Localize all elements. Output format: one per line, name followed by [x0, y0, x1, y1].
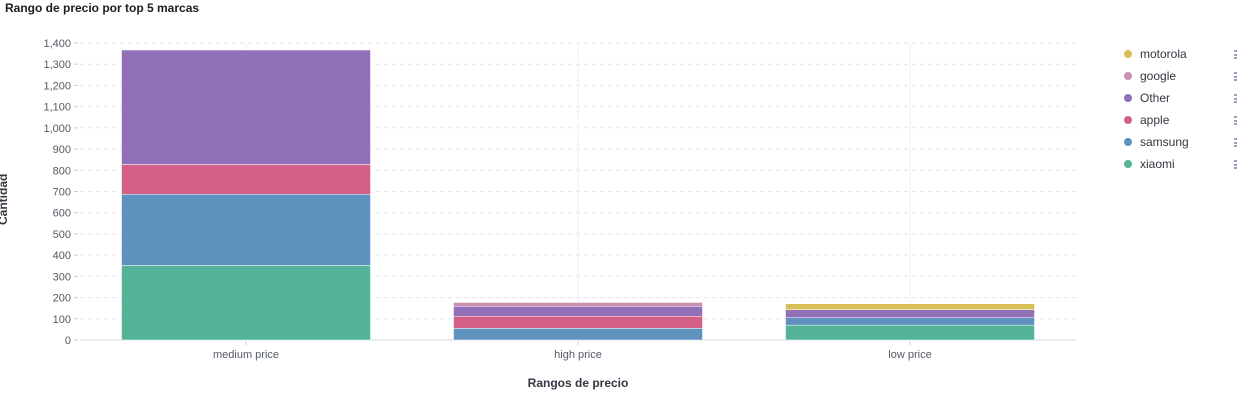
legend-options-icon[interactable]: [1234, 94, 1237, 103]
legend-label: xiaomi: [1140, 157, 1175, 171]
bar-segment-samsung[interactable]: [121, 194, 371, 266]
y-tick-label: 700: [53, 187, 71, 199]
legend-options-icon[interactable]: [1234, 116, 1237, 125]
y-tick-label: 900: [53, 144, 71, 156]
legend-options-icon[interactable]: [1234, 160, 1237, 169]
bar-segment-apple[interactable]: [453, 315, 703, 329]
bar-segment-xiaomi[interactable]: [785, 324, 1035, 341]
legend-label: google: [1140, 69, 1177, 83]
y-tick-label: 500: [53, 229, 71, 241]
y-tick-label: 1,400: [43, 38, 71, 50]
legend-color-dot: [1124, 116, 1132, 124]
y-tick-label: 300: [53, 271, 71, 283]
x-axis-label: Rangos de precio: [527, 376, 629, 390]
legend-color-dot: [1124, 50, 1132, 58]
y-tick-label: 1,000: [43, 123, 71, 135]
y-tick-label: 400: [53, 250, 71, 262]
legend-label: samsung: [1140, 135, 1189, 149]
chart-legend: motorola google Other apple samsung xiaomi: [1124, 43, 1248, 175]
legend-color-dot: [1124, 160, 1132, 168]
bar-segment-samsung[interactable]: [785, 317, 1035, 326]
y-tick-label: 100: [53, 314, 71, 326]
bar-segment-xiaomi[interactable]: [121, 265, 371, 341]
legend-label: motorola: [1140, 47, 1187, 61]
bar-segment-other[interactable]: [121, 49, 371, 165]
legend-item-google[interactable]: google: [1124, 65, 1248, 87]
y-tick-label: 200: [53, 293, 71, 305]
x-tick-label: high price: [554, 349, 602, 361]
y-tick-label: 0: [65, 335, 71, 347]
legend-item-apple[interactable]: apple: [1124, 109, 1248, 131]
legend-label: Other: [1140, 91, 1171, 105]
bar-segment-apple[interactable]: [121, 164, 371, 195]
y-tick-label: 1,200: [43, 80, 71, 92]
legend-item-xiaomi[interactable]: xiaomi: [1124, 153, 1248, 175]
bar-segment-other[interactable]: [453, 306, 703, 317]
bar-segment-other[interactable]: [785, 309, 1035, 318]
bar-segment-google[interactable]: [453, 302, 703, 307]
y-tick-label: 800: [53, 165, 71, 177]
legend-item-samsung[interactable]: samsung: [1124, 131, 1248, 153]
bar-segment-samsung[interactable]: [453, 328, 703, 341]
chart-title: Rango de precio por top 5 marcas: [5, 1, 200, 15]
legend-label: apple: [1140, 113, 1170, 127]
legend-options-icon[interactable]: [1234, 138, 1237, 147]
x-tick-label: low price: [888, 349, 931, 361]
legend-options-icon[interactable]: [1234, 50, 1237, 59]
legend-options-icon[interactable]: [1234, 72, 1237, 81]
legend-color-dot: [1124, 94, 1132, 102]
legend-item-motorola[interactable]: motorola: [1124, 43, 1248, 65]
legend-color-dot: [1124, 72, 1132, 80]
x-tick-label: medium price: [213, 349, 279, 361]
legend-item-other[interactable]: Other: [1124, 87, 1248, 109]
y-tick-label: 600: [53, 208, 71, 220]
y-tick-label: 1,100: [43, 102, 71, 114]
bar-segment-motorola[interactable]: [785, 303, 1035, 310]
y-tick-label: 1,300: [43, 59, 71, 71]
legend-color-dot: [1124, 138, 1132, 146]
